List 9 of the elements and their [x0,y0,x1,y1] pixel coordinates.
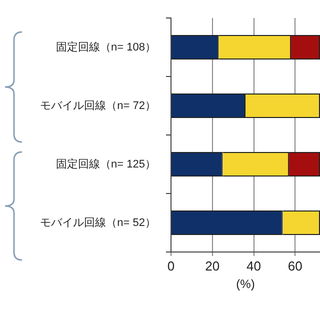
x-tick-label: 20 [205,258,220,274]
x-axis-title: (%) [236,277,255,292]
x-tick-label: 60 [288,258,302,274]
y-tick-label: モバイル回線（n= 52） [40,216,156,229]
y-tick-label: モバイル回線（n= 72） [40,100,156,112]
y-tick-label: 固定回線（n= 125） [56,157,156,170]
x-tick-label: 0 [167,258,175,274]
y-tick-label: 固定回線（n= 108） [56,40,156,54]
x-tick-label: 40 [246,258,262,274]
